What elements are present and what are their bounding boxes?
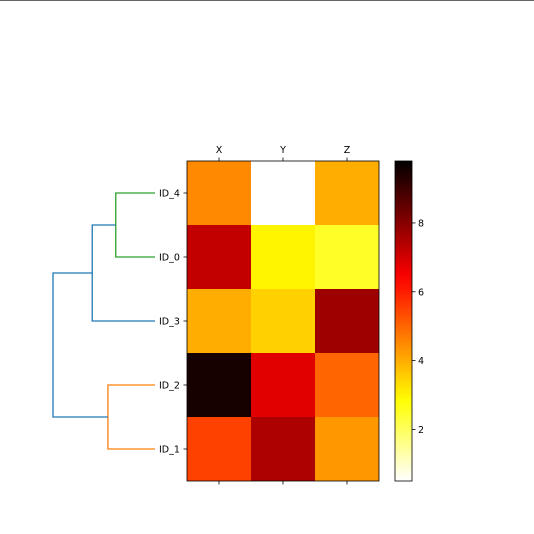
heatmap-cell-ID_1-Y xyxy=(251,417,315,481)
colorbar: 2 4 6 8 xyxy=(394,160,424,482)
heatmap-cell-ID_4-Z xyxy=(315,161,379,225)
dendrogram xyxy=(52,192,155,450)
colorbar-gradient xyxy=(394,160,413,482)
dendrogram-link-3 xyxy=(52,272,108,418)
heatmap-cell-ID_3-Z xyxy=(315,289,379,353)
colorbar-tick-label: 6 xyxy=(418,287,424,298)
colorbar-tick-label: 8 xyxy=(418,218,424,229)
column-label: X xyxy=(216,145,223,156)
dendrogram-link-0 xyxy=(115,192,155,258)
row-label: ID_2 xyxy=(159,381,180,392)
dendrogram-link-1 xyxy=(107,384,155,450)
heatmap-cell-ID_2-X xyxy=(187,353,251,417)
row-label: ID_1 xyxy=(159,445,180,456)
heatmap-cell-ID_0-X xyxy=(187,225,251,289)
row-labels: ID_4 ID_0 ID_3 ID_2 ID_1 xyxy=(159,189,187,456)
row-label: ID_3 xyxy=(159,317,180,328)
dendrogram-link-2 xyxy=(91,224,155,322)
heatmap-cell-ID_3-X xyxy=(187,289,251,353)
heatmap-cell-ID_4-Y xyxy=(251,161,315,225)
heatmap-cell-ID_0-Z xyxy=(315,225,379,289)
heatmap-cell-ID_1-Z xyxy=(315,417,379,481)
heatmap-cell-ID_3-Y xyxy=(251,289,315,353)
column-label: Y xyxy=(279,145,286,156)
heatmap-cell-ID_2-Z xyxy=(315,353,379,417)
heatmap-cell-ID_1-X xyxy=(187,417,251,481)
heatmap-cell-ID_2-Y xyxy=(251,353,315,417)
heatmap-cell-ID_0-Y xyxy=(251,225,315,289)
top-border xyxy=(0,0,534,1)
colorbar-tick-label: 2 xyxy=(418,425,424,436)
heatmap-cells xyxy=(186,160,380,482)
column-labels: X Y Z xyxy=(216,145,351,485)
column-label: Z xyxy=(344,145,351,156)
row-label: ID_4 xyxy=(159,189,180,200)
colorbar-tick-label: 4 xyxy=(418,356,424,367)
heatmap-cell-ID_4-X xyxy=(187,161,251,225)
row-label: ID_0 xyxy=(159,253,180,264)
